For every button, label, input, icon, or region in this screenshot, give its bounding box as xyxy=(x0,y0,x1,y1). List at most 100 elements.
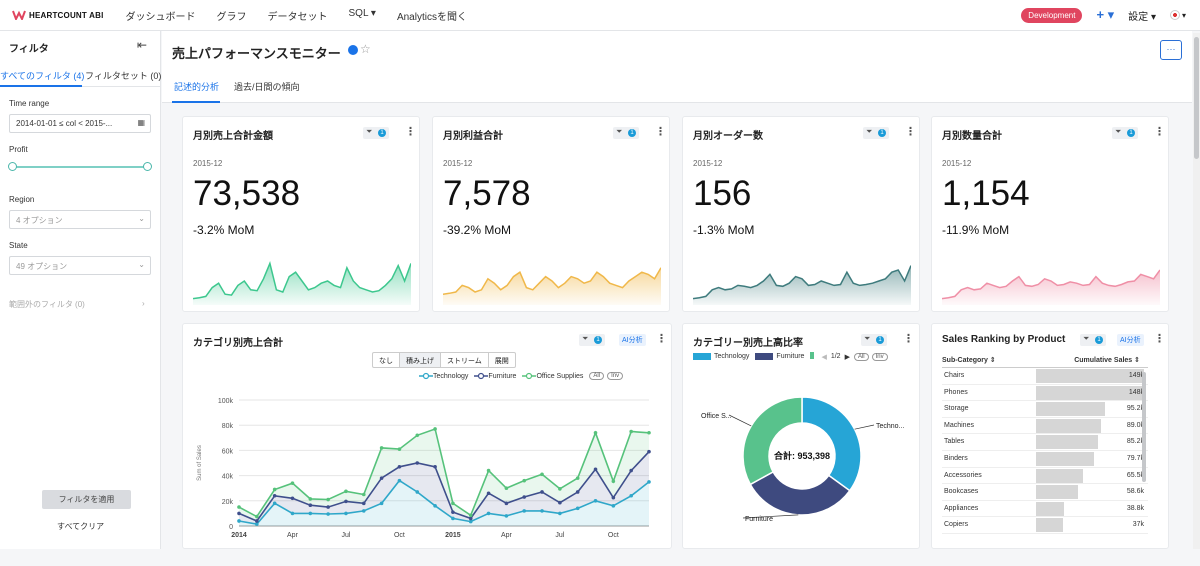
table-row[interactable]: Accessories 65.5k xyxy=(942,468,1148,485)
data-point[interactable] xyxy=(379,501,384,506)
data-point[interactable] xyxy=(611,504,616,508)
legend-item[interactable]: Furniture xyxy=(474,372,516,380)
state-select[interactable]: 49 オプション ⌄ xyxy=(9,256,151,275)
filter-chip[interactable]: ⏷ 1 xyxy=(1080,334,1106,346)
data-point[interactable] xyxy=(629,493,633,498)
data-point[interactable] xyxy=(397,447,402,451)
profit-range-slider[interactable] xyxy=(8,162,152,171)
slider-max-handle[interactable] xyxy=(143,162,152,171)
data-point[interactable] xyxy=(272,487,277,492)
nav-dataset[interactable]: データセット xyxy=(267,11,328,23)
data-point[interactable] xyxy=(415,490,420,494)
col-cumulative-sales[interactable]: Cumulative Sales ⇕ xyxy=(1074,357,1140,364)
data-point[interactable] xyxy=(540,509,544,513)
data-point[interactable] xyxy=(290,481,295,485)
legend-item[interactable]: Furniture xyxy=(755,353,804,360)
data-point[interactable] xyxy=(326,497,330,502)
data-point[interactable] xyxy=(379,476,384,480)
page-scrollbar[interactable] xyxy=(1193,33,1200,549)
mode-none[interactable]: なし xyxy=(373,353,400,367)
data-point[interactable] xyxy=(468,516,473,521)
data-point[interactable] xyxy=(433,464,437,469)
data-point[interactable] xyxy=(647,449,651,454)
table-row[interactable]: Appliances 38.8k xyxy=(942,501,1148,518)
legend-item[interactable]: Office Supplies xyxy=(522,372,583,380)
data-point[interactable] xyxy=(290,496,295,501)
filter-chip[interactable]: ⏷ 1 xyxy=(363,127,389,139)
mode-expand[interactable]: 展開 xyxy=(494,358,509,365)
data-point[interactable] xyxy=(326,505,330,509)
kebab-menu-icon[interactable]: ⋮ xyxy=(905,126,916,138)
data-point[interactable] xyxy=(237,505,241,509)
filter-chip[interactable]: ⏷ 1 xyxy=(1112,127,1138,139)
legend-item-truncated[interactable] xyxy=(810,352,817,361)
kebab-menu-icon[interactable]: ⋮ xyxy=(1154,126,1165,138)
data-point[interactable] xyxy=(575,490,580,494)
data-point[interactable] xyxy=(255,519,259,523)
nav-dashboard[interactable]: ダッシュボード xyxy=(125,11,196,23)
tab-daily-trend[interactable]: 過去/日間の傾向 xyxy=(234,82,300,92)
more-options-button[interactable]: ··· xyxy=(1160,40,1182,60)
data-point[interactable] xyxy=(361,501,366,506)
data-point[interactable] xyxy=(433,427,437,431)
table-row[interactable]: Binders 79.7k xyxy=(942,451,1148,468)
data-point[interactable] xyxy=(361,492,366,497)
data-point[interactable] xyxy=(397,464,402,469)
kebab-menu-icon[interactable]: ⋮ xyxy=(656,333,667,345)
nav-ask-analytics[interactable]: Analyticsを聞く xyxy=(396,11,467,23)
data-point[interactable] xyxy=(593,430,598,435)
data-point[interactable] xyxy=(540,472,544,477)
data-point[interactable] xyxy=(361,509,366,513)
data-point[interactable] xyxy=(326,512,330,516)
favorite-star-icon[interactable]: ☆ xyxy=(360,42,371,56)
language-flag-icon[interactable] xyxy=(1169,10,1180,20)
data-point[interactable] xyxy=(468,513,473,518)
brand-logo[interactable]: HEARTCOUNT ABI xyxy=(12,10,104,20)
data-point[interactable] xyxy=(647,430,651,435)
data-point[interactable] xyxy=(558,511,562,516)
add-menu-button[interactable]: + ▾ xyxy=(1096,7,1115,22)
ai-analysis-button[interactable]: AI分析 xyxy=(1117,334,1144,346)
filter-chip[interactable]: ⏷ 1 xyxy=(579,334,605,346)
filter-chip[interactable]: ⏷ 1 xyxy=(861,334,887,346)
table-row[interactable]: Storage 95.2k xyxy=(942,401,1148,418)
data-point[interactable] xyxy=(504,501,509,506)
out-of-scope-filters[interactable]: 範囲外のフィルタ (0) › xyxy=(9,299,145,310)
tab-all-filters[interactable]: すべてのフィルタ (4) xyxy=(0,71,85,81)
data-point[interactable] xyxy=(344,511,348,516)
legend-next-icon[interactable]: ▶ xyxy=(844,353,850,361)
data-point[interactable] xyxy=(593,467,598,472)
data-point[interactable] xyxy=(308,503,313,508)
filter-chip[interactable]: ⏷ 1 xyxy=(613,127,639,139)
donut-slice[interactable] xyxy=(801,396,862,492)
data-point[interactable] xyxy=(272,501,277,506)
data-point[interactable] xyxy=(629,429,633,434)
time-range-field[interactable]: 2014-01-01 ≤ col < 2015-... ▦ xyxy=(9,114,151,133)
data-point[interactable] xyxy=(255,522,259,526)
data-point[interactable] xyxy=(540,490,544,494)
data-point[interactable] xyxy=(272,493,277,498)
data-point[interactable] xyxy=(486,511,491,516)
data-point[interactable] xyxy=(344,489,348,494)
legend-all-toggle[interactable]: All xyxy=(853,352,869,361)
data-point[interactable] xyxy=(593,499,598,503)
data-point[interactable] xyxy=(575,476,580,480)
apply-filters-button[interactable]: フィルタを適用 xyxy=(42,490,131,509)
data-point[interactable] xyxy=(611,479,616,484)
page-scroll-thumb[interactable] xyxy=(1194,37,1199,159)
legend-prev-icon[interactable]: ◀ xyxy=(821,353,827,361)
data-point[interactable] xyxy=(451,516,455,521)
slider-min-handle[interactable] xyxy=(8,162,17,171)
ai-analysis-button[interactable]: AI分析 xyxy=(619,334,646,346)
data-point[interactable] xyxy=(504,486,509,490)
legend-all-toggle[interactable]: All xyxy=(589,372,605,380)
data-point[interactable] xyxy=(468,519,473,524)
data-point[interactable] xyxy=(344,499,348,504)
data-point[interactable] xyxy=(504,514,509,518)
data-point[interactable] xyxy=(575,506,580,511)
table-row[interactable]: Phones 148k xyxy=(942,385,1148,402)
data-point[interactable] xyxy=(451,501,455,506)
table-row[interactable]: Bookcases 58.6k xyxy=(942,484,1148,501)
tab-descriptive-analysis[interactable]: 記述的分析 xyxy=(174,82,220,92)
data-point[interactable] xyxy=(379,446,384,450)
